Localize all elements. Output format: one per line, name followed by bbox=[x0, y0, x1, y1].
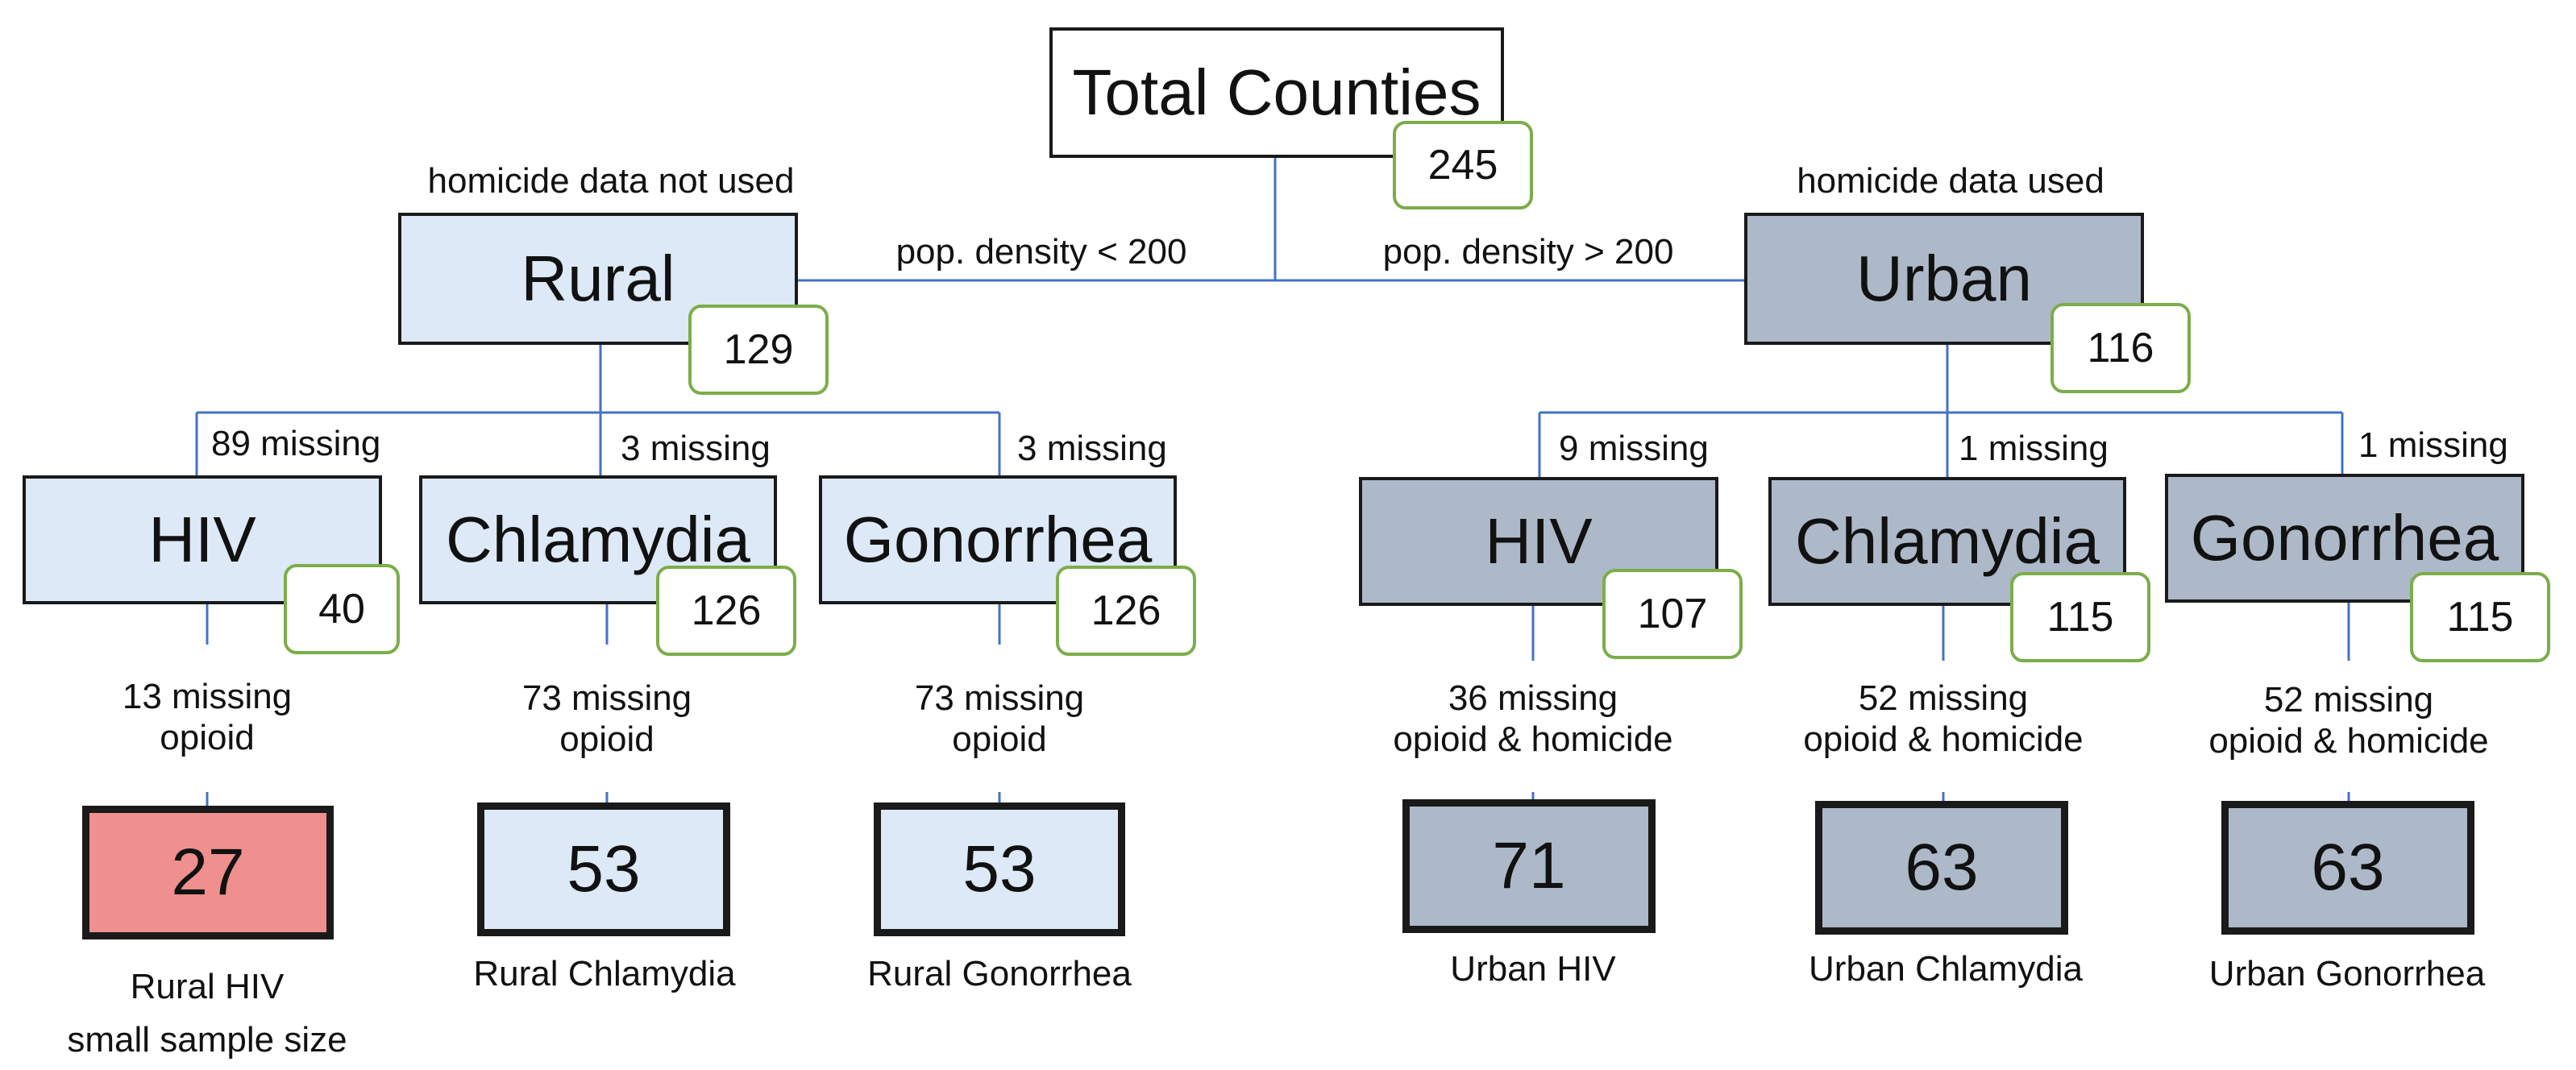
urban-branch-connector bbox=[1538, 411, 2344, 477]
rural-gonorrhea-caption: Rural Gonorrhea bbox=[867, 954, 1132, 993]
rural-chlamydia-count: 126 bbox=[656, 566, 796, 656]
rural-hiv-filter: 13 missing opioid bbox=[122, 677, 293, 757]
urban-gonorrhea-filter: 52 missing opioid & homicide bbox=[2208, 680, 2489, 761]
rural-note: homicide data not used bbox=[427, 161, 795, 201]
urban-hiv-missing: 9 missing bbox=[1559, 429, 1709, 468]
rural-hiv-result: 27 bbox=[82, 806, 334, 939]
urban-gonorrhea-result: 63 bbox=[2221, 801, 2474, 935]
urban-hiv-result: 71 bbox=[1402, 799, 1656, 933]
rural-chlamydia-caption: Rural Chlamydia bbox=[473, 954, 736, 993]
rural-chlamydia-missing: 3 missing bbox=[621, 429, 771, 468]
rural-condition: pop. density < 200 bbox=[895, 232, 1187, 272]
urban-chlamydia-missing: 1 missing bbox=[1959, 429, 2109, 468]
rural-chlamydia-result: 53 bbox=[477, 802, 730, 936]
rural-branch-connector bbox=[195, 411, 1001, 475]
urban-hiv-caption: Urban HIV bbox=[1450, 949, 1616, 989]
urban-gonorrhea-count: 115 bbox=[2410, 572, 2550, 662]
urban-condition: pop. density > 200 bbox=[1382, 232, 1674, 272]
rural-gonorrhea-result: 53 bbox=[874, 802, 1125, 936]
rural-count: 129 bbox=[688, 305, 829, 395]
urban-hiv-count: 107 bbox=[1602, 569, 1743, 659]
urban-gonorrhea-node: Gonorrhea bbox=[2165, 474, 2524, 603]
rural-gonorrhea-count: 126 bbox=[1056, 566, 1196, 656]
urban-gonorrhea-caption: Urban Gonorrhea bbox=[2208, 954, 2486, 993]
rural-hiv-missing: 89 missing bbox=[211, 424, 381, 463]
urban-node: Urban bbox=[1744, 213, 2144, 345]
urban-chlamydia-count: 115 bbox=[2010, 572, 2150, 662]
urban-chlamydia-result: 63 bbox=[1815, 801, 2068, 935]
urban-hiv-filter: 36 missing opioid & homicide bbox=[1393, 678, 1673, 759]
urban-count: 116 bbox=[2050, 303, 2191, 393]
rural-hiv-count: 40 bbox=[284, 564, 400, 654]
urban-chlamydia-node: Chlamydia bbox=[1768, 477, 2126, 606]
urban-chlamydia-caption: Urban Chlamydia bbox=[1809, 949, 2083, 989]
total-counties-count: 245 bbox=[1393, 121, 1533, 209]
rural-gonorrhea-filter: 73 missing opioid bbox=[914, 678, 1085, 759]
rural-hiv-caption: Rural HIV small sample size bbox=[67, 967, 347, 1060]
rural-gonorrhea-missing: 3 missing bbox=[1017, 429, 1167, 468]
rural-chlamydia-filter: 73 missing opioid bbox=[521, 678, 692, 759]
urban-gonorrhea-missing: 1 missing bbox=[2358, 425, 2508, 465]
urban-note: homicide data used bbox=[1797, 161, 2104, 201]
urban-chlamydia-filter: 52 missing opioid & homicide bbox=[1803, 678, 2084, 759]
